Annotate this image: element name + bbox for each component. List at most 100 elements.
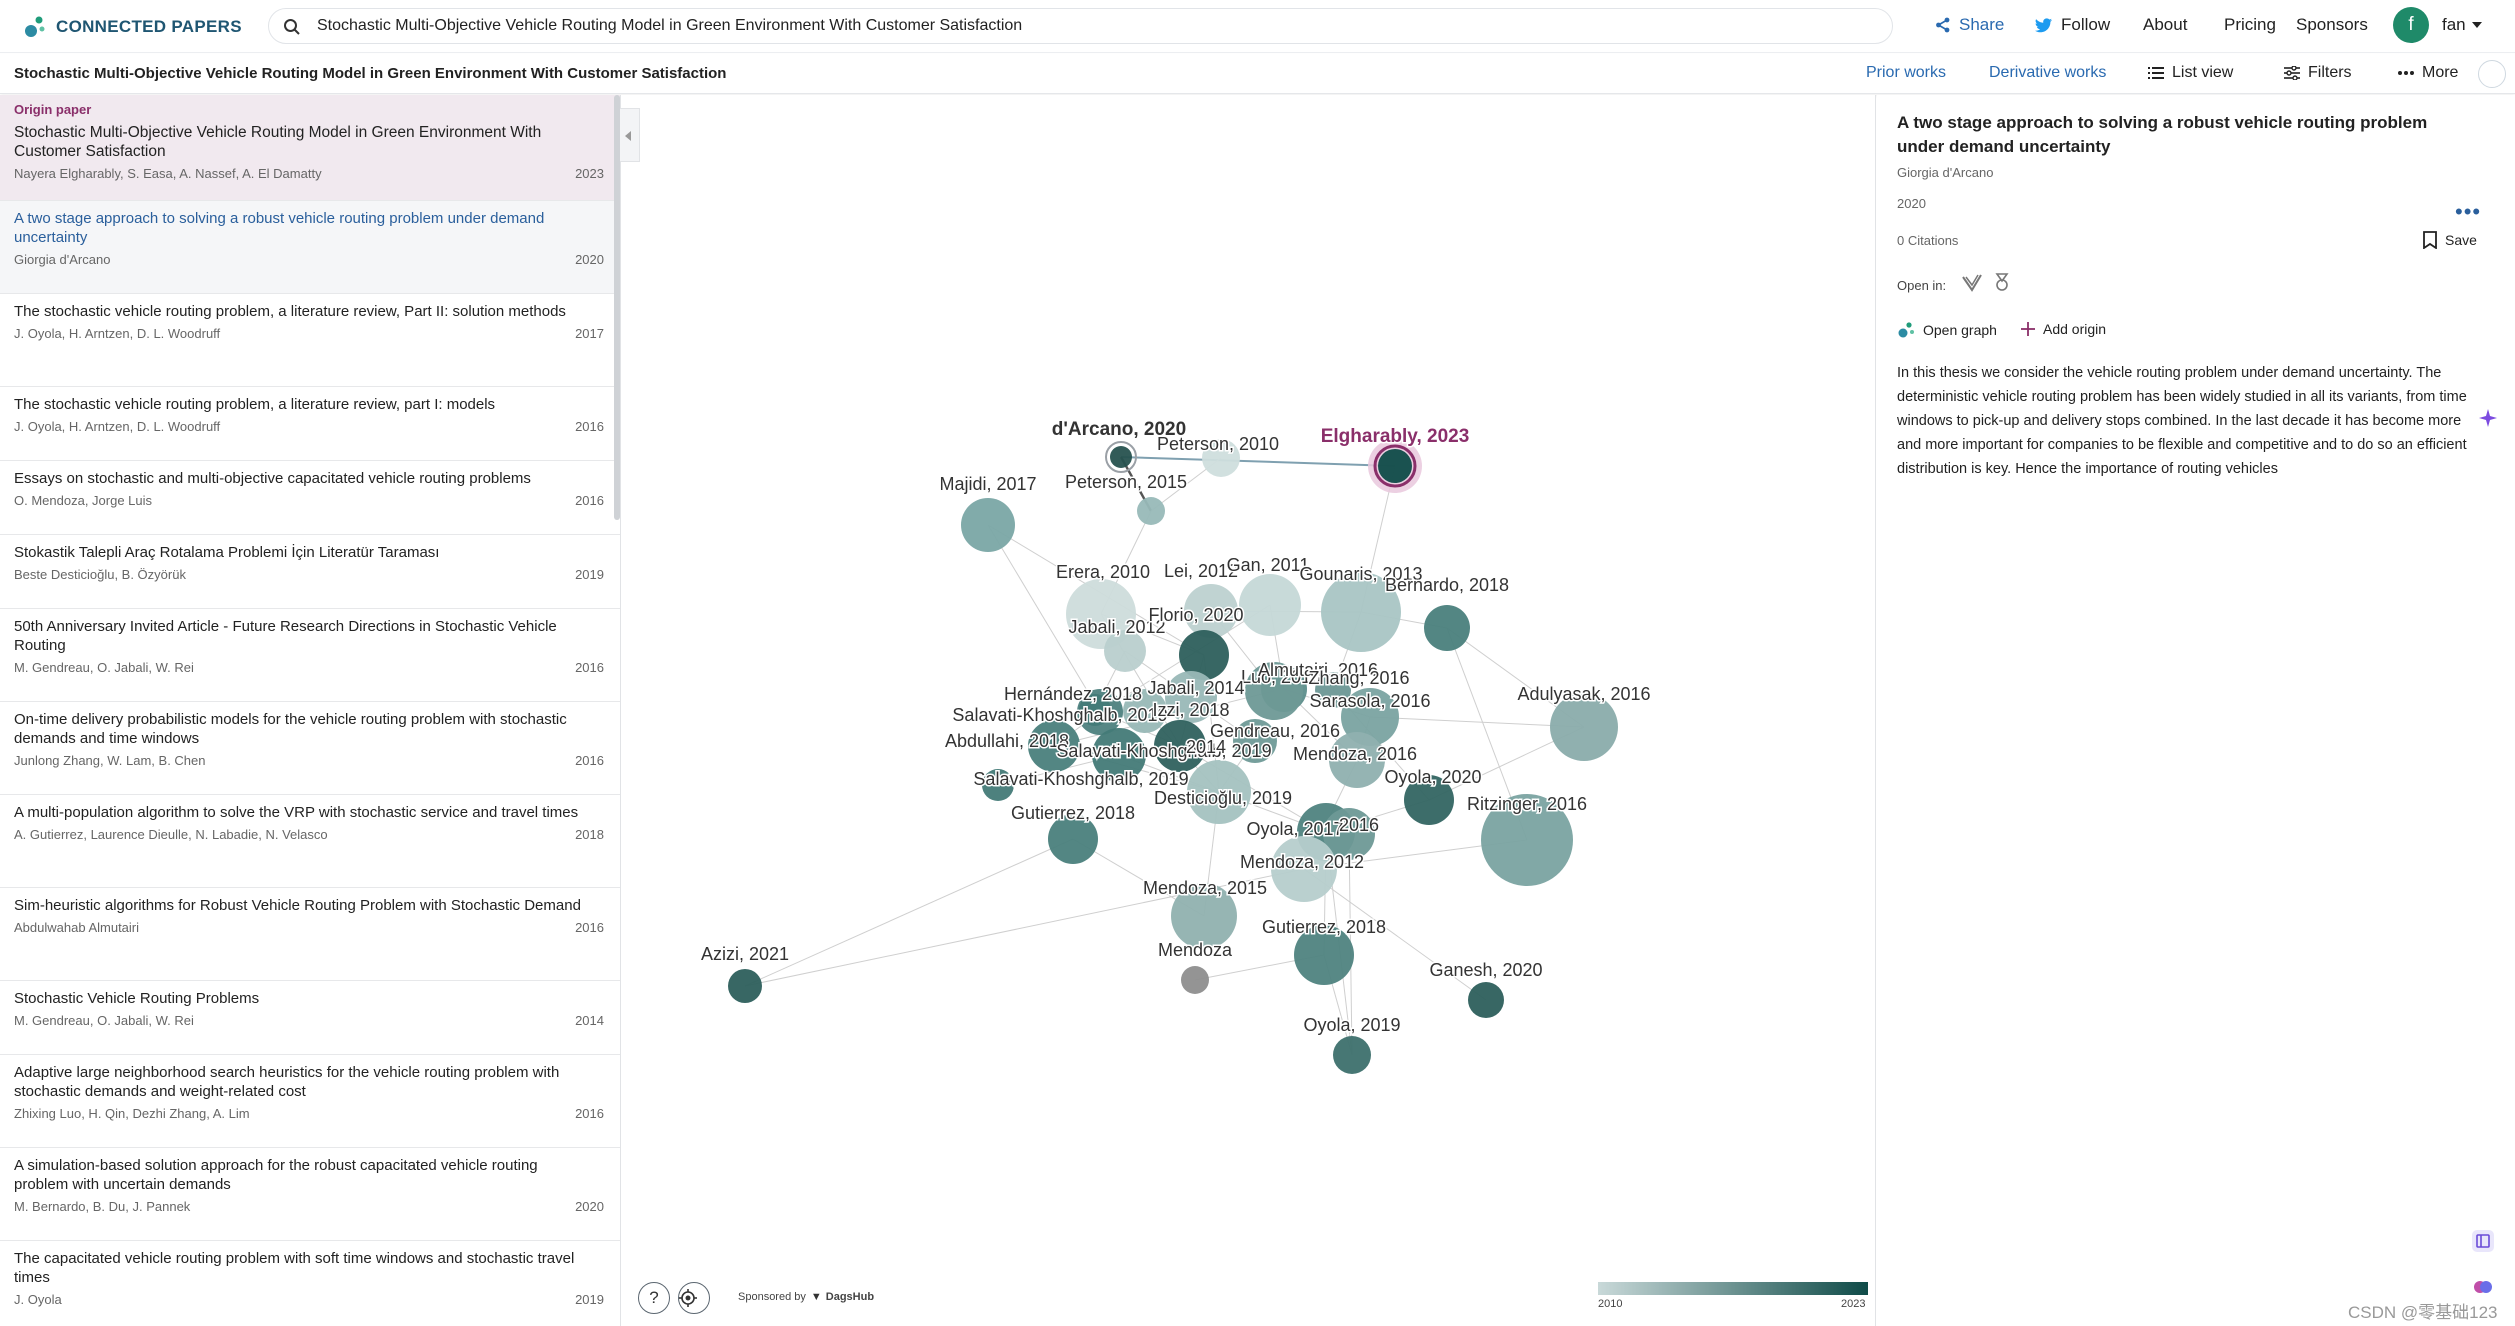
graph-node[interactable] [1165,671,1217,723]
detail-author[interactable]: Giorgia d'Arcano [1897,165,1994,180]
scrollbar[interactable] [614,95,620,520]
graph-node-label: Oyola, 2019 [1303,1015,1400,1035]
sponsors-link[interactable]: Sponsors [2296,15,2368,35]
list-item-authors: M. Gendreau, O. Jabali, W. Rei [14,1013,194,1028]
sponsor-credit[interactable]: Sponsored by ▼ DagsHub [738,1291,874,1303]
prior-works-button[interactable]: Prior works [1866,64,1946,82]
connected-papers-graph[interactable]: d'Arcano, 2020 Elgharably, 2023 Peterson, … [621,95,1877,1326]
list-item[interactable]: A multi-population algorithm to solve th… [0,795,620,888]
list-item[interactable]: Adaptive large neighborhood search heuri… [0,1055,620,1148]
assistant-brain-icon[interactable] [2472,1276,2494,1298]
list-item[interactable]: Stokastik Talepli Araç Rotalama Problemi… [0,535,620,609]
list-item-year: 2016 [575,419,604,434]
list-item[interactable]: The stochastic vehicle routing problem, … [0,387,620,461]
collapse-list-button[interactable] [620,108,640,162]
list-item-year: 2016 [575,493,604,508]
list-item-authors: M. Bernardo, B. Du, J. Pannek [14,1199,191,1214]
list-view-button[interactable]: List view [2148,64,2233,82]
graph-node[interactable] [961,498,1015,552]
graph-node[interactable] [1154,720,1206,772]
more-options-icon[interactable]: ••• [2455,199,2482,224]
graph-node[interactable] [1321,572,1401,652]
graph-node[interactable] [1233,719,1277,763]
graph-node[interactable] [1341,688,1399,746]
list-item[interactable]: Sim-heuristic algorithms for Robust Vehi… [0,888,620,981]
more-button[interactable]: More [2398,64,2458,82]
follow-button[interactable]: Follow [2035,15,2110,35]
graph-node-label: Luo, 2016 [1241,667,1321,687]
user-menu[interactable]: fan [2442,15,2466,34]
list-item[interactable]: A simulation-based solution approach for… [0,1148,620,1241]
legend-min-year: 2010 [1598,1298,1623,1310]
list-item-title: Sim-heuristic algorithms for Robust Vehi… [14,897,581,914]
brand-logo[interactable]: CONNECTED PAPERS [22,14,242,40]
sparkle-icon[interactable] [2477,407,2499,429]
about-link[interactable]: About [2143,15,2187,35]
semantic-scholar-icon[interactable] [1961,271,1983,293]
search-input[interactable] [317,14,1857,38]
graph-node[interactable] [1179,630,1229,680]
graph-node[interactable] [1404,775,1454,825]
graph-node[interactable] [1333,1036,1371,1074]
filters-button[interactable]: Filters [2284,64,2352,82]
list-item[interactable]: Stochastic Vehicle Routing Problems M. Ge… [0,981,620,1055]
graph-nodes[interactable] [728,439,1618,1074]
graph-node[interactable] [1468,982,1504,1018]
pricing-link[interactable]: Pricing [2224,15,2276,35]
search-bar[interactable] [268,8,1893,44]
add-origin-button[interactable]: Add origin [2021,321,2106,337]
graph-node[interactable] [982,769,1014,801]
list-item-origin[interactable]: Origin paper Stochastic Multi-Objective … [0,95,620,201]
graph-node[interactable] [1171,883,1237,949]
graph-node[interactable] [1104,630,1146,672]
more-label: More [2422,64,2459,81]
graph-node[interactable] [1323,808,1375,860]
graph-node[interactable] [1202,439,1240,477]
list-item[interactable]: A two stage approach to solving a robust… [0,201,620,294]
google-scholar-icon[interactable] [1991,271,2013,293]
graph-node[interactable] [1329,732,1385,788]
list-item[interactable]: The stochastic vehicle routing problem, … [0,294,620,387]
graph-node[interactable] [1294,925,1354,985]
avatar[interactable]: f [2393,7,2429,43]
detail-title[interactable]: A two stage approach to solving a robust… [1897,113,2428,156]
graph-node[interactable] [1315,672,1351,708]
open-graph-button[interactable]: Open graph [1897,321,1997,339]
graph-node[interactable] [1550,693,1618,761]
graph-node[interactable] [1123,689,1167,733]
chevron-down-icon[interactable] [2472,22,2482,28]
graph-node[interactable] [1187,760,1251,824]
graph-canvas[interactable]: d'Arcano, 2020 Elgharably, 2023 Peterson, … [620,95,1876,1326]
graph-node[interactable] [1245,662,1303,720]
graph-node[interactable] [1137,497,1165,525]
graph-node[interactable] [1184,584,1238,638]
list-item[interactable]: On-time delivery probabilistic models fo… [0,702,620,795]
graph-node[interactable] [1239,574,1301,636]
graph-node[interactable] [1028,720,1080,772]
graph-node[interactable] [728,969,762,1003]
list-item[interactable]: 50th Anniversary Invited Article - Futur… [0,609,620,702]
sidebar-book-icon[interactable] [2472,1230,2494,1252]
save-button[interactable]: Save [2423,231,2477,249]
graph-node-label: Azizi, 2021 [701,944,789,964]
list-item-year: 2019 [575,567,604,582]
graph-node[interactable] [1181,966,1209,994]
prior-works-label: Prior works [1866,64,1947,81]
graph-node[interactable] [1048,814,1098,864]
list-item-title: Stokastik Talepli Araç Rotalama Problemi… [14,544,440,561]
graph-node[interactable] [1271,836,1337,902]
list-item[interactable]: The capacitated vehicle routing problem … [0,1241,620,1326]
extension-icon[interactable] [2478,60,2506,88]
graph-node[interactable] [1079,694,1111,726]
list-item[interactable]: Essays on stochastic and multi-objective… [0,461,620,535]
graph-node[interactable] [1378,449,1412,483]
graph-node[interactable] [1110,446,1132,468]
share-button[interactable]: Share [1935,15,2004,35]
graph-node[interactable] [1092,728,1146,782]
derivative-works-button[interactable]: Derivative works [1989,64,2106,82]
graph-node[interactable] [1424,605,1470,651]
graph-edge [1369,716,1585,728]
help-button[interactable]: ? [638,1282,670,1314]
graph-node[interactable] [1481,794,1573,886]
recenter-button[interactable] [678,1282,710,1314]
